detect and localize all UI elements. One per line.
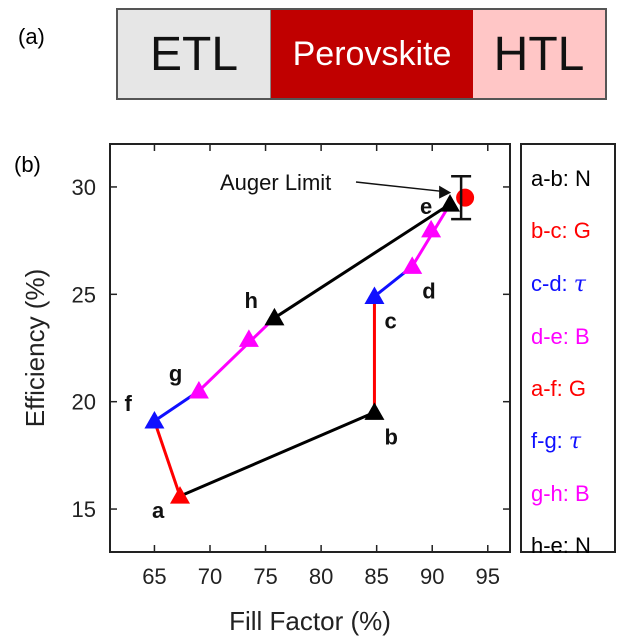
perovskite-layer: Perovskite [271,10,473,98]
auger-arrow-head [439,185,452,199]
segment-a-b [179,411,376,498]
point-marker-e [440,194,460,212]
point-marker-a [170,486,190,504]
y-tick-label-30: 30 [72,175,96,200]
x-tick-label-80: 80 [309,564,333,589]
point-marker-b [364,402,385,420]
htl-layer: HTL [473,10,605,98]
point-marker-g [188,380,209,399]
legend-tau-symbol: τ [569,429,582,454]
legend-box [520,143,616,553]
plot-frame [109,143,511,553]
legend-entry-2: c-d: τ [531,271,587,297]
segment-h-e [273,202,451,320]
legend-entry-6: g-h: B [531,481,590,506]
point-label-f: f [124,391,132,416]
intermediate-marker-0 [421,219,442,238]
point-label-e: e [420,194,432,219]
auger-limit-marker [456,188,475,207]
point-marker-h [264,307,285,326]
legend-entry-4: a-f: G [531,376,586,401]
point-label-c: c [384,308,396,333]
legend-entry-7: h-e: N [531,533,591,558]
htl-label: HTL [493,27,585,81]
x-tick-label-65: 65 [142,564,166,589]
x-tick-label-85: 85 [364,564,388,589]
x-tick-label-90: 90 [420,564,444,589]
device-layer-stack: ETL Perovskite HTL [116,8,607,100]
y-axis-title: Efficiency (%) [20,269,50,427]
intermediate-marker-1 [238,329,259,347]
point-marker-f [144,411,165,429]
x-axis-title: Fill Factor (%) [229,606,391,636]
panel-a-label: (a) [18,24,45,49]
auger-limit-label: Auger Limit [220,170,331,195]
point-marker-d [402,256,423,274]
segment-g-h [197,316,276,393]
legend-tau-symbol: τ [574,272,587,297]
legend-entry-5: f-g: τ [531,428,582,454]
point-label-b: b [384,424,397,449]
etl-label: ETL [149,27,239,81]
x-tick-label-75: 75 [253,564,277,589]
x-tick-label-70: 70 [198,564,222,589]
point-marker-c [364,286,385,304]
y-tick-label-20: 20 [72,390,96,415]
perovskite-label: Perovskite [292,34,452,73]
legend-entry-3: d-e: B [531,324,590,349]
x-tick-label-95: 95 [476,564,500,589]
legend-entry-0: a-b: N [531,166,591,191]
y-tick-label-15: 15 [72,497,96,522]
legend-entry-1: b-c: G [531,218,591,243]
point-label-d: d [422,278,435,303]
point-label-a: a [152,498,165,523]
auger-arrow-line [355,181,446,193]
panel-b-label: (b) [14,152,41,177]
segment-a-f [153,420,182,497]
etl-layer: ETL [118,10,271,98]
point-label-h: h [244,288,257,313]
point-label-g: g [169,361,182,386]
y-tick-label-25: 25 [72,282,96,307]
